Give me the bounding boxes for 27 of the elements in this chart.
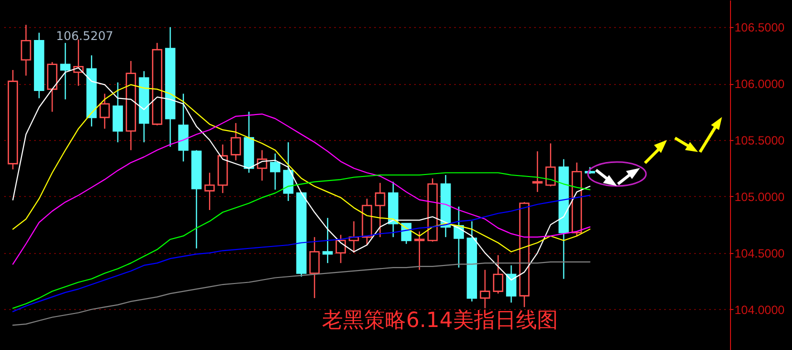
annotation: 106.5207: [56, 28, 114, 43]
candlestick: [374, 182, 386, 238]
candlestick: [309, 236, 320, 299]
text: 老黑策略6.14美指日线图: [322, 308, 558, 332]
candlestick: [480, 269, 490, 309]
candlestick: [60, 42, 70, 100]
y-tick-label: 105.5000: [734, 134, 785, 148]
candlestick: [336, 234, 346, 264]
candlestick: [545, 142, 556, 187]
line-series: [12, 113, 590, 265]
candlestick: [532, 150, 543, 193]
candlestick: [414, 230, 425, 270]
candlestick: [506, 264, 516, 304]
y-tick-label: 106.0000: [734, 77, 785, 92]
candlestick: [100, 93, 110, 130]
candlestick: [492, 254, 504, 294]
candlestick: [204, 172, 215, 211]
candlestick: [283, 142, 294, 202]
candlestick: [270, 152, 280, 190]
y-tick-label: 105.0000: [734, 190, 785, 204]
y-tick-label: 106.5000: [734, 20, 785, 35]
candlestick: [20, 24, 32, 76]
y-tick-label: 104.0000: [734, 302, 785, 317]
candlestick: [322, 217, 333, 264]
candlestick: [230, 122, 241, 161]
y-tick-label: 104.5000: [734, 246, 785, 260]
line-series: [12, 84, 590, 252]
